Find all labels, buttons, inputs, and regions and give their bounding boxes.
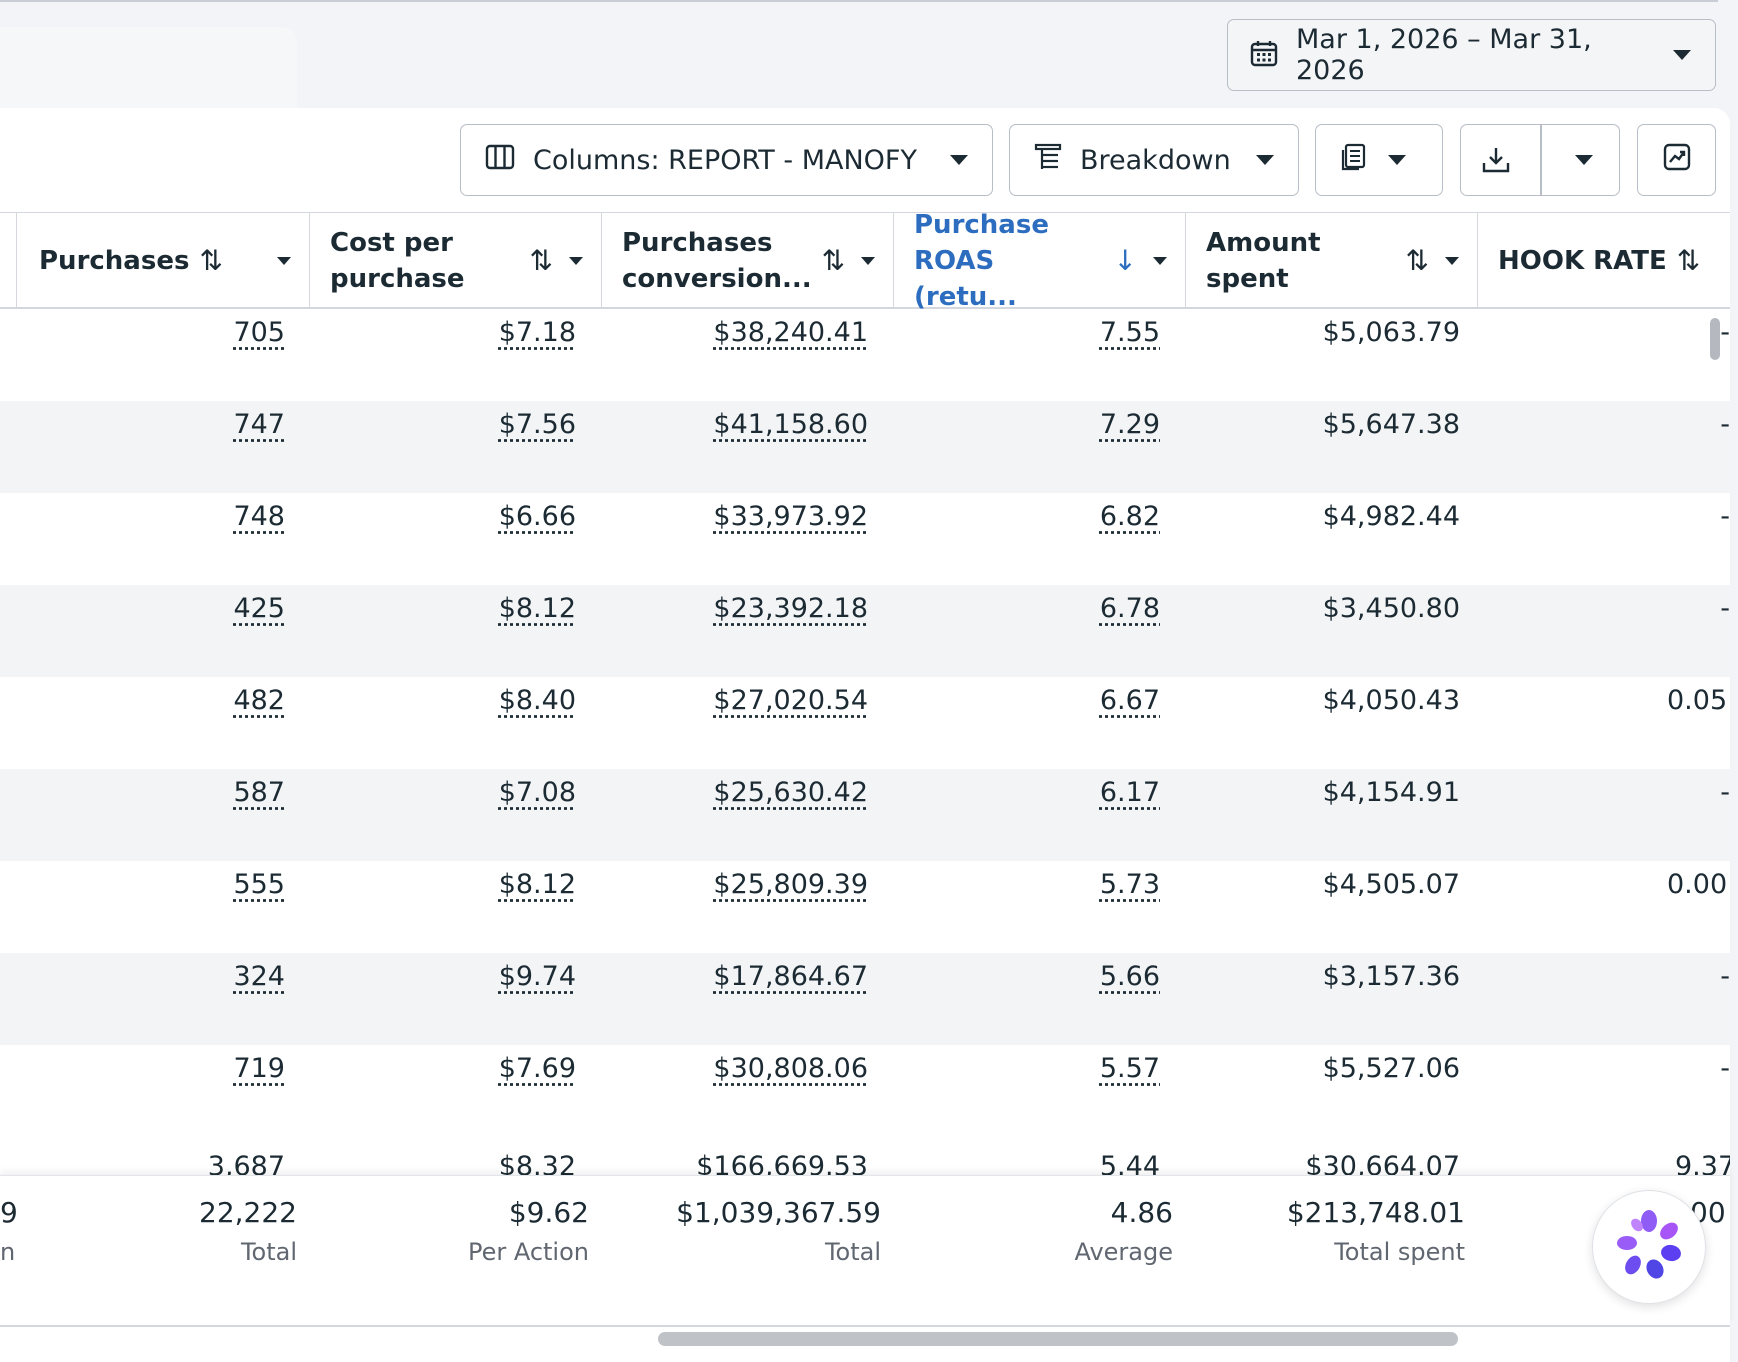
table-row[interactable]: 482 $8.40 $27,020.54 6.67 $4,050.43 0.05: [233, 685, 1728, 716]
table-row[interactable]: 587 $7.08 $25,630.42 6.17 $4,154.91 -: [0, 769, 1730, 861]
sort-descending-icon[interactable]: ↓: [1113, 244, 1137, 277]
table-row[interactable]: 705 $7.18 $38,240.41 7.55 $5,063.79 -: [233, 317, 1730, 348]
export-divider: [1540, 124, 1542, 196]
left-tab-area: [0, 27, 297, 109]
totals-footer: 9 n 22,222 Total $9.62 Per Action $1,039…: [0, 1175, 1730, 1325]
chevron-down-icon: [1673, 50, 1691, 60]
breakdown-icon: [1034, 143, 1062, 178]
sort-icon[interactable]: ⇅: [1405, 244, 1429, 277]
total-purchases-conversion: $1,039,367.59: [676, 1196, 881, 1229]
column-header-amount-spent[interactable]: Amount spent ⇅: [1185, 213, 1477, 308]
footer-left-label: n: [0, 1238, 16, 1266]
top-border: [0, 0, 1718, 2]
total-purchases-conversion-label: Total: [824, 1238, 881, 1266]
calendar-icon: [1250, 39, 1278, 71]
footer-left-value: 9: [0, 1196, 18, 1229]
chevron-down-icon: [950, 155, 968, 165]
column-header-purchase-roas[interactable]: Purchase ROAS (retu... ↓: [893, 210, 1185, 312]
horizontal-scrollbar[interactable]: [658, 1332, 1458, 1346]
export-icon[interactable]: [1461, 145, 1531, 175]
chart-button[interactable]: [1637, 124, 1716, 196]
sort-icon[interactable]: ⇅: [1676, 244, 1701, 277]
vertical-scrollbar[interactable]: [1710, 318, 1720, 360]
table-header: Purchases ⇅ Cost per purchase ⇅ Purchases…: [0, 210, 1730, 312]
chevron-down-icon: [1256, 155, 1274, 165]
total-cost-per-purchase: $9.62: [508, 1196, 589, 1229]
breakdown-button[interactable]: Breakdown: [1009, 124, 1299, 196]
assistant-button[interactable]: [1592, 1190, 1706, 1304]
table-row[interactable]: 748 $6.66 $33,973.92 6.82 $4,982.44 -: [233, 501, 1730, 532]
chevron-down-icon: [1388, 155, 1406, 165]
column-header-purchases-conversion[interactable]: Purchases conversion... ⇅: [601, 213, 893, 308]
assistant-logo-icon: [1613, 1209, 1685, 1285]
chart-icon: [1662, 142, 1692, 179]
chevron-down-icon[interactable]: [277, 256, 291, 265]
columns-button[interactable]: Columns: REPORT - MANOFY: [460, 124, 993, 196]
chevron-down-icon[interactable]: [861, 256, 876, 265]
table-body: 705 $7.18 $38,240.41 7.55 $5,063.79 - 74…: [0, 309, 1730, 1167]
table-row[interactable]: 324 $9.74 $17,864.67 5.66 $3,157.36 -: [0, 953, 1730, 1045]
total-purchases: 22,222: [199, 1196, 297, 1229]
average-roas: 4.86: [1110, 1196, 1173, 1229]
total-amount-spent: $213,748.01: [1286, 1196, 1465, 1229]
export-dropdown[interactable]: [1549, 155, 1619, 165]
summary-row: 3,687 $8.32 $166,669.53 5.44 $30,664.07 …: [0, 1137, 1730, 1177]
total-purchases-label: Total: [240, 1238, 297, 1266]
columns-label: Columns: REPORT - MANOFY: [533, 144, 917, 176]
chevron-down-icon[interactable]: [569, 256, 583, 265]
table-row[interactable]: 555 $8.12 $25,809.39 5.73 $4,505.07 0.00: [233, 869, 1728, 900]
column-header-purchases[interactable]: Purchases ⇅: [16, 213, 309, 308]
date-range-picker[interactable]: Mar 1, 2026 – Mar 31, 2026: [1227, 19, 1716, 91]
total-amount-spent-label: Total spent: [1334, 1238, 1465, 1266]
table-row[interactable]: 425 $8.12 $23,392.18 6.78 $3,450.80 -: [0, 585, 1730, 677]
breakdown-label: Breakdown: [1080, 144, 1231, 176]
sort-icon[interactable]: ⇅: [821, 244, 846, 277]
chevron-down-icon: [1575, 155, 1593, 165]
table-row[interactable]: 719 $7.69 $30,808.06 5.57 $5,527.06 -: [233, 1053, 1730, 1084]
reports-button[interactable]: [1315, 124, 1443, 196]
footer-divider: [0, 1325, 1730, 1327]
chevron-down-icon[interactable]: [1445, 256, 1459, 265]
column-header-cost-per-purchase[interactable]: Cost per purchase ⇅: [309, 213, 601, 308]
columns-icon: [485, 144, 515, 177]
date-range-label: Mar 1, 2026 – Mar 31, 2026: [1296, 24, 1592, 86]
reports-icon: [1340, 142, 1370, 179]
column-header-hook-rate[interactable]: HOOK RATE ⇅: [1477, 213, 1730, 308]
sort-icon[interactable]: ⇅: [199, 244, 223, 277]
sort-icon[interactable]: ⇅: [529, 244, 553, 277]
table-row[interactable]: 747 $7.56 $41,158.60 7.29 $5,647.38 -: [0, 401, 1730, 493]
average-roas-label: Average: [1074, 1238, 1173, 1266]
chevron-down-icon[interactable]: [1153, 256, 1167, 265]
total-cost-per-purchase-label: Per Action: [467, 1238, 589, 1266]
